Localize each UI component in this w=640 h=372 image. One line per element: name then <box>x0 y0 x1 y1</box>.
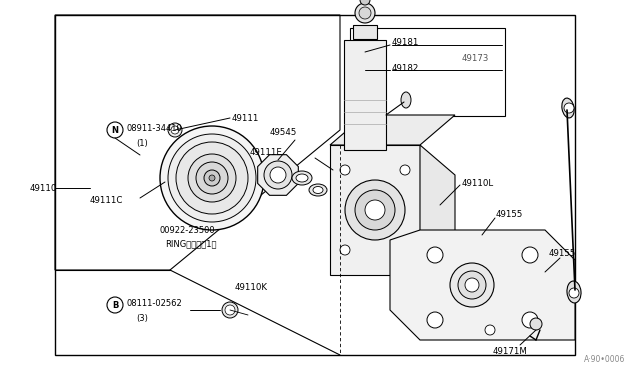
Text: 49110: 49110 <box>30 183 58 192</box>
Circle shape <box>340 165 350 175</box>
Circle shape <box>450 263 494 307</box>
Text: 49110K: 49110K <box>235 283 268 292</box>
Circle shape <box>188 154 236 202</box>
Ellipse shape <box>309 184 327 196</box>
Text: B: B <box>112 301 118 310</box>
Circle shape <box>355 3 375 23</box>
Circle shape <box>264 161 292 189</box>
Circle shape <box>564 103 574 113</box>
Text: N: N <box>111 125 118 135</box>
Circle shape <box>427 312 443 328</box>
Circle shape <box>225 305 235 315</box>
Text: 00922-23500: 00922-23500 <box>160 225 216 234</box>
Bar <box>344 40 386 150</box>
Text: 49171M: 49171M <box>493 347 528 356</box>
Ellipse shape <box>401 92 411 108</box>
Circle shape <box>107 122 123 138</box>
Circle shape <box>160 126 264 230</box>
Ellipse shape <box>292 171 312 185</box>
Text: 49173: 49173 <box>462 54 490 62</box>
Circle shape <box>107 297 123 313</box>
Text: (3): (3) <box>136 314 148 323</box>
Circle shape <box>522 312 538 328</box>
Ellipse shape <box>296 174 308 182</box>
Text: 49111C: 49111C <box>90 196 124 205</box>
Bar <box>350 28 505 116</box>
Circle shape <box>176 142 248 214</box>
Text: RINGリング〈1）: RINGリング〈1） <box>165 240 216 248</box>
Circle shape <box>530 318 542 330</box>
Circle shape <box>569 288 579 298</box>
Text: 49110L: 49110L <box>462 179 494 187</box>
Circle shape <box>458 271 486 299</box>
Circle shape <box>340 245 350 255</box>
Circle shape <box>365 200 385 220</box>
Text: (1): (1) <box>136 138 148 148</box>
Text: 49111E: 49111E <box>250 148 283 157</box>
Text: 49181: 49181 <box>392 38 419 46</box>
Polygon shape <box>420 145 455 305</box>
Circle shape <box>359 7 371 19</box>
Circle shape <box>355 190 395 230</box>
Polygon shape <box>258 155 298 195</box>
Text: 08911-34410: 08911-34410 <box>126 124 182 132</box>
Text: 49155: 49155 <box>496 209 524 218</box>
Circle shape <box>360 0 370 5</box>
Text: 49111: 49111 <box>232 113 259 122</box>
Polygon shape <box>330 115 455 145</box>
Text: A·90•0006: A·90•0006 <box>584 356 625 365</box>
Circle shape <box>196 162 228 194</box>
Bar <box>330 145 420 275</box>
Text: 49155: 49155 <box>549 248 577 257</box>
Text: 49545: 49545 <box>270 128 298 137</box>
Bar <box>353 25 377 39</box>
Circle shape <box>171 126 179 134</box>
Circle shape <box>270 167 286 183</box>
Bar <box>55 15 575 355</box>
Ellipse shape <box>313 186 323 193</box>
Polygon shape <box>390 230 575 340</box>
Circle shape <box>485 325 495 335</box>
Circle shape <box>222 302 238 318</box>
Circle shape <box>427 247 443 263</box>
Text: 49182: 49182 <box>392 64 419 73</box>
Ellipse shape <box>562 98 574 118</box>
Circle shape <box>168 134 256 222</box>
Circle shape <box>400 165 410 175</box>
Circle shape <box>168 123 182 137</box>
Circle shape <box>345 180 405 240</box>
Circle shape <box>209 175 215 181</box>
Circle shape <box>400 245 410 255</box>
Circle shape <box>465 278 479 292</box>
Circle shape <box>204 170 220 186</box>
Ellipse shape <box>567 281 581 303</box>
Circle shape <box>522 247 538 263</box>
Text: 08111-02562: 08111-02562 <box>126 299 182 308</box>
